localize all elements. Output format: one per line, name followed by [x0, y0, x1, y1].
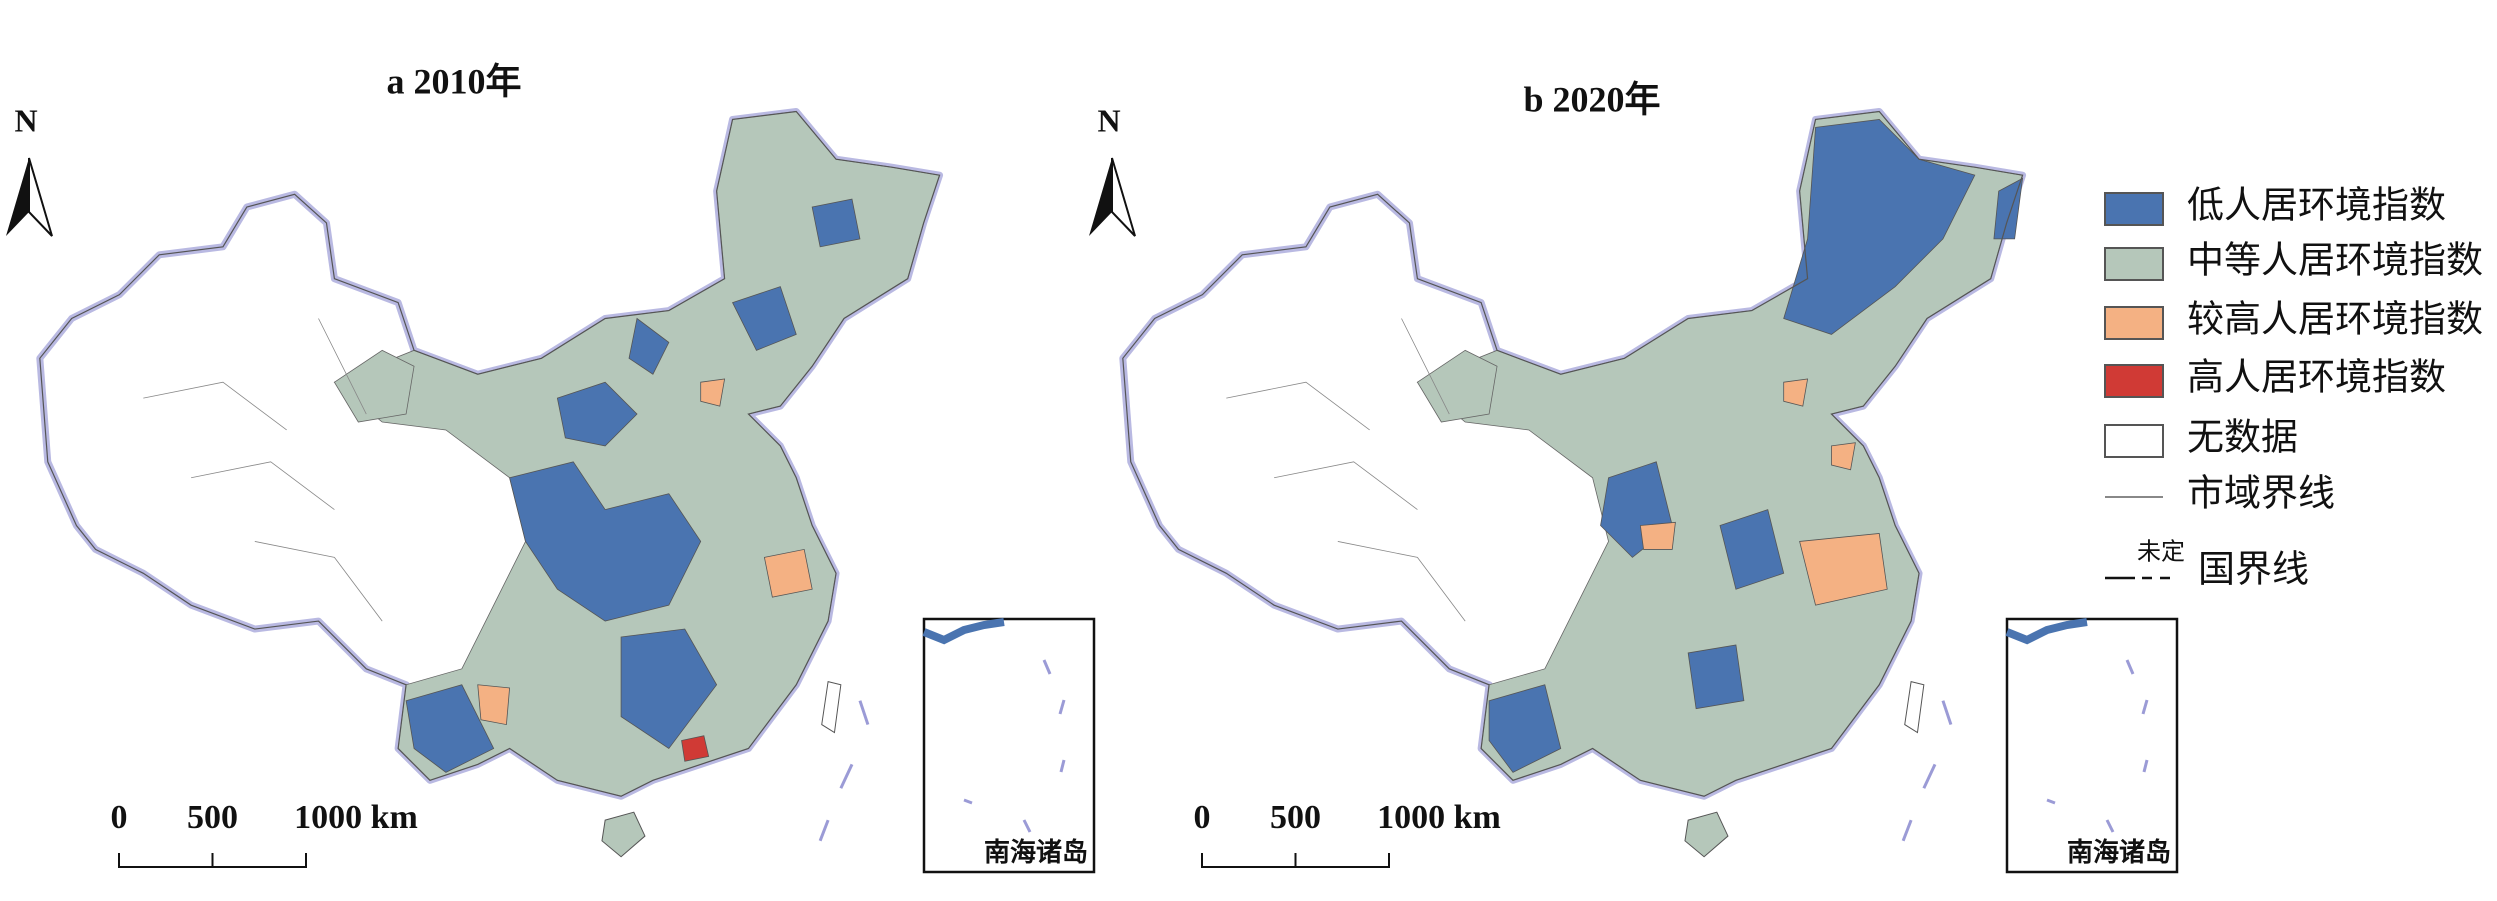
region: [1784, 119, 1975, 334]
north-arrow: [6, 158, 29, 236]
legend-label: 低人居环境指数: [2187, 184, 2446, 226]
panel-title: a 2010年: [386, 61, 521, 101]
region: [764, 549, 812, 597]
sea-border: [1903, 701, 1951, 841]
region: [682, 736, 709, 761]
region: [1489, 685, 1561, 773]
legend-label: 无数据: [2187, 416, 2298, 458]
legend-swatch: [2104, 247, 2164, 281]
region: [1831, 443, 1855, 470]
region: [1800, 533, 1888, 605]
legend-label: 中等人居环境指数: [2187, 239, 2483, 281]
city-lines: [1226, 319, 1465, 622]
region: [406, 685, 494, 773]
legend-label: 高人居环境指数: [2187, 356, 2446, 398]
north-label: N: [14, 102, 37, 138]
region: [1784, 379, 1808, 406]
legend-swatch: [2104, 364, 2164, 398]
legend-swatch: [2104, 192, 2164, 226]
scale-label: 500: [1270, 799, 1321, 836]
region: [510, 462, 701, 621]
inset-box: [922, 617, 1096, 874]
region: [478, 685, 510, 725]
scale-bar: [118, 853, 307, 868]
hainan: [1685, 812, 1728, 857]
hainan: [602, 812, 645, 857]
region: [1688, 645, 1744, 709]
scale-label: 0: [111, 799, 128, 836]
legend-label: 较高人居环境指数: [2187, 298, 2483, 340]
city-lines: [143, 319, 382, 622]
legend-label: 市域界线: [2187, 472, 2335, 514]
inset-label: 南海诸岛: [2067, 837, 2171, 867]
taiwan: [1905, 682, 1924, 733]
inset-islands: [2046, 659, 2149, 833]
north-arrow: [1089, 158, 1112, 236]
north-arrow: [1111, 157, 1136, 237]
region: [812, 199, 860, 247]
inset-islands: [963, 659, 1066, 833]
legend-undetermined: 未定: [2137, 539, 2185, 566]
north-label: N: [1097, 102, 1120, 138]
scale-label: 500: [187, 799, 238, 836]
scale-label: 1000 km: [294, 799, 418, 836]
scale-bar: [1201, 853, 1390, 868]
region-medium: [334, 350, 414, 422]
map: [40, 111, 940, 856]
inset-coast: [2005, 618, 2088, 645]
north-arrow: [28, 157, 53, 237]
sea-border: [820, 701, 868, 841]
border: [1123, 111, 2023, 796]
region: [629, 319, 669, 375]
inset-box: [2005, 617, 2179, 874]
inset-coast: [922, 618, 1005, 645]
legend-swatch: [2104, 424, 2164, 458]
region: [1640, 522, 1675, 549]
region: [733, 287, 797, 351]
inset-label: 南海诸岛: [984, 837, 1088, 867]
panel-title: b 2020年: [1523, 79, 1660, 119]
region: [1994, 178, 2023, 239]
taiwan: [822, 682, 841, 733]
map: [1123, 111, 2023, 856]
legend-border: 国界线: [2198, 548, 2309, 590]
region: [1720, 510, 1784, 590]
region: [557, 382, 637, 446]
region: [701, 379, 725, 406]
legend-swatch: [2104, 306, 2164, 340]
border: [40, 111, 940, 796]
region: [621, 629, 717, 748]
region-medium: [1417, 350, 1497, 422]
scale-label: 0: [1194, 799, 1211, 836]
scale-label: 1000 km: [1377, 799, 1501, 836]
